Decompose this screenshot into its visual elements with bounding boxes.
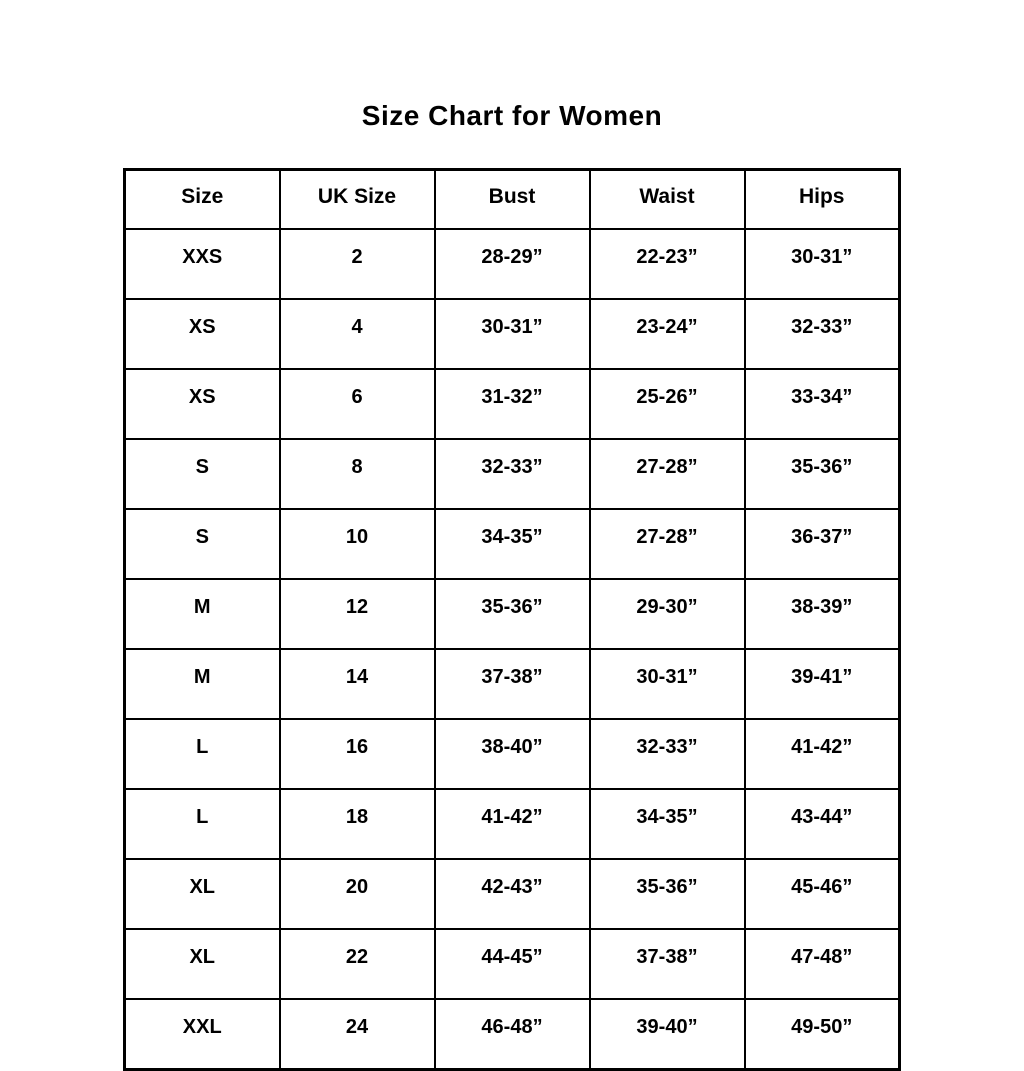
table-cell: 16 — [278, 718, 436, 790]
table-cell: 41-42” — [743, 718, 901, 790]
table-cell: 36-37” — [743, 508, 901, 580]
table-cell: 43-44” — [743, 788, 901, 860]
table-cell: 41-42” — [433, 788, 591, 860]
table-cell: 30-31” — [433, 298, 591, 370]
table-header: Size UK Size Bust Waist Hips — [123, 168, 901, 230]
table-cell: S — [123, 508, 281, 580]
table-row: L 16 38-40” 32-33” 41-42” — [123, 718, 901, 790]
table-cell: 38-40” — [433, 718, 591, 790]
table-cell: 33-34” — [743, 368, 901, 440]
table-cell: XL — [123, 928, 281, 1000]
table-cell: 39-40” — [588, 998, 746, 1071]
table-cell: M — [123, 578, 281, 650]
table-row: XL 20 42-43” 35-36” 45-46” — [123, 858, 901, 930]
table-cell: XXS — [123, 228, 281, 300]
table-cell: 46-48” — [433, 998, 591, 1071]
table-row: L 18 41-42” 34-35” 43-44” — [123, 788, 901, 860]
table-cell: 4 — [278, 298, 436, 370]
table-row: XXL 24 46-48” 39-40” 49-50” — [123, 998, 901, 1071]
page-title: Size Chart for Women — [361, 100, 663, 131]
table-cell: 10 — [278, 508, 436, 580]
table-cell: 12 — [278, 578, 436, 650]
table-cell: 35-36” — [743, 438, 901, 510]
table-cell: 32-33” — [433, 438, 591, 510]
table-row: XL 22 44-45” 37-38” 47-48” — [123, 928, 901, 1000]
table-cell: 23-24” — [588, 298, 746, 370]
table-cell: L — [123, 718, 281, 790]
table-cell: 27-28” — [588, 438, 746, 510]
table-cell: XL — [123, 858, 281, 930]
table-cell: 35-36” — [588, 858, 746, 930]
table-cell: 18 — [278, 788, 436, 860]
table-cell: 14 — [278, 648, 436, 720]
size-chart-page: Size Chart for Women Size UK Size Bust Wais… — [123, 100, 901, 1071]
size-chart-table: Size UK Size Bust Waist Hips XXS 2 28-29” 22-23… — [123, 168, 901, 1071]
table-cell: 49-50” — [743, 998, 901, 1071]
table-cell: 37-38” — [433, 648, 591, 720]
table-cell: 37-38” — [588, 928, 746, 1000]
column-header: UK Size — [278, 168, 436, 230]
table-cell: 6 — [278, 368, 436, 440]
table-cell: 22 — [278, 928, 436, 1000]
table-row: S 8 32-33” 27-28” 35-36” — [123, 438, 901, 510]
column-header: Waist — [588, 168, 746, 230]
table-cell: 30-31” — [743, 228, 901, 300]
table-cell: 20 — [278, 858, 436, 930]
table-cell: 27-28” — [588, 508, 746, 580]
table-row: XS 6 31-32” 25-26” 33-34” — [123, 368, 901, 440]
table-cell: 34-35” — [433, 508, 591, 580]
table-cell: S — [123, 438, 281, 510]
table-cell: XS — [123, 368, 281, 440]
table-cell: 32-33” — [588, 718, 746, 790]
table-body: XXS 2 28-29” 22-23” 30-31” XS 4 30-31” 23-24” 32-… — [123, 228, 901, 1071]
table-cell: 28-29” — [433, 228, 591, 300]
table-row: XS 4 30-31” 23-24” 32-33” — [123, 298, 901, 370]
table-cell: 42-43” — [433, 858, 591, 930]
table-cell: 30-31” — [588, 648, 746, 720]
table-cell: 45-46” — [743, 858, 901, 930]
table-cell: L — [123, 788, 281, 860]
column-header: Hips — [743, 168, 901, 230]
table-row: S 10 34-35” 27-28” 36-37” — [123, 508, 901, 580]
table-row: XXS 2 28-29” 22-23” 30-31” — [123, 228, 901, 300]
table-cell: XXL — [123, 998, 281, 1071]
table-cell: 29-30” — [588, 578, 746, 650]
table-cell: 35-36” — [433, 578, 591, 650]
table-cell: 44-45” — [433, 928, 591, 1000]
column-header: Size — [123, 168, 281, 230]
table-cell: 2 — [278, 228, 436, 300]
table-cell: 31-32” — [433, 368, 591, 440]
table-cell: 24 — [278, 998, 436, 1071]
table-cell: 22-23” — [588, 228, 746, 300]
table-cell: XS — [123, 298, 281, 370]
table-cell: 47-48” — [743, 928, 901, 1000]
column-header: Bust — [433, 168, 591, 230]
table-cell: 25-26” — [588, 368, 746, 440]
table-row: M 12 35-36” 29-30” 38-39” — [123, 578, 901, 650]
header-row: Size UK Size Bust Waist Hips — [123, 168, 901, 230]
table-cell: 39-41” — [743, 648, 901, 720]
table-cell: 34-35” — [588, 788, 746, 860]
table-cell: 8 — [278, 438, 436, 510]
table-cell: M — [123, 648, 281, 720]
table-cell: 38-39” — [743, 578, 901, 650]
table-cell: 32-33” — [743, 298, 901, 370]
table-row: M 14 37-38” 30-31” 39-41” — [123, 648, 901, 720]
